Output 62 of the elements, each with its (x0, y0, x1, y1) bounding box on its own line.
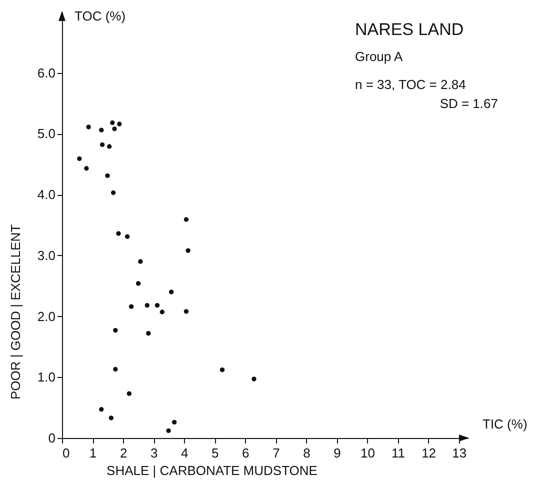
x-tick-label: 8 (303, 446, 310, 460)
point (99, 128, 104, 132)
point (106, 144, 112, 149)
point (116, 231, 121, 236)
point (124, 234, 130, 239)
chart-title: NARES LAND (355, 20, 464, 39)
point (168, 290, 174, 294)
point (126, 391, 132, 396)
point (84, 166, 89, 171)
point (136, 281, 141, 286)
point (77, 156, 82, 162)
y-tick-label: 1.0 (37, 370, 56, 385)
y-tick-label: 5.0 (37, 126, 56, 142)
point (117, 122, 122, 126)
point (99, 407, 104, 412)
x-axis-title: TIC (%) (482, 416, 528, 432)
point (128, 304, 134, 309)
x-tick-label: 13 (452, 446, 467, 460)
point (154, 302, 160, 308)
point (184, 309, 189, 314)
point (105, 173, 110, 178)
point (160, 310, 164, 314)
y-tick-label: 4.0 (37, 187, 56, 202)
point (146, 330, 151, 336)
point (166, 428, 171, 434)
x-tick-label: 2 (120, 446, 128, 460)
point (184, 217, 189, 222)
y-tick-label: 0 (48, 430, 56, 446)
text: Group A (355, 49, 404, 64)
x-tick-label: 0 (62, 446, 70, 460)
x-tick-label: 4 (180, 446, 188, 460)
point (110, 190, 116, 196)
text: SHALE | CARBONATE MUDSTONE (106, 463, 318, 478)
annotation: SD = 1.67 (440, 96, 498, 111)
point (100, 142, 105, 148)
point (252, 376, 256, 382)
y-tick-label: 3.0 (37, 248, 56, 263)
point (86, 124, 91, 130)
x-tick-label: 5 (212, 446, 219, 460)
annotation: n = 33, TOC = 2.84 (355, 77, 466, 92)
x-tick-label: 9 (334, 446, 341, 460)
x-tick-label: 7 (272, 446, 280, 460)
x-tick-label: 1 (89, 446, 97, 460)
point (113, 366, 118, 372)
y-tick-label: 2.0 (37, 308, 56, 324)
point (138, 259, 143, 264)
x-tick-label: 6 (242, 446, 250, 460)
y-tick-label: 6.0 (37, 65, 56, 80)
x-tick-label: 11 (392, 446, 406, 460)
x-tick-label: 3 (150, 446, 158, 460)
point (110, 120, 115, 126)
point (144, 302, 150, 308)
point (108, 416, 114, 420)
point (172, 420, 177, 425)
point (112, 126, 117, 132)
x-tick-label: 12 (422, 446, 436, 460)
point (220, 368, 225, 372)
text: POOR | GOOD | EXCELLENT (8, 224, 23, 400)
point (113, 328, 118, 333)
point (186, 248, 190, 253)
y-axis-title: TOC (%) (74, 8, 126, 24)
x-tick-label: 10 (360, 446, 375, 460)
